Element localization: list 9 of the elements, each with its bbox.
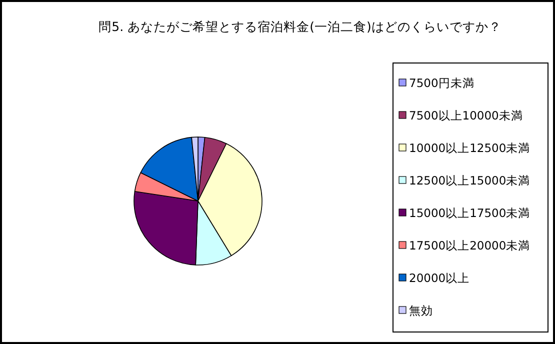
legend-label: 7500円未満	[409, 76, 474, 90]
legend-label: 17500以上20000未満	[409, 238, 530, 252]
legend-label: 12500以上15000未満	[409, 174, 530, 188]
legend-label: 10000以上12500未満	[409, 141, 530, 155]
legend-label: 7500以上10000未満	[409, 108, 523, 122]
legend-label: 20000以上	[409, 271, 470, 285]
legend-label: 15000以上17500未満	[409, 206, 530, 220]
chart-title: 問5. あなたがご希望とする宿泊料金(一泊二食)はどのくらいですか？	[98, 19, 502, 34]
legend-label: 無効	[409, 304, 433, 318]
